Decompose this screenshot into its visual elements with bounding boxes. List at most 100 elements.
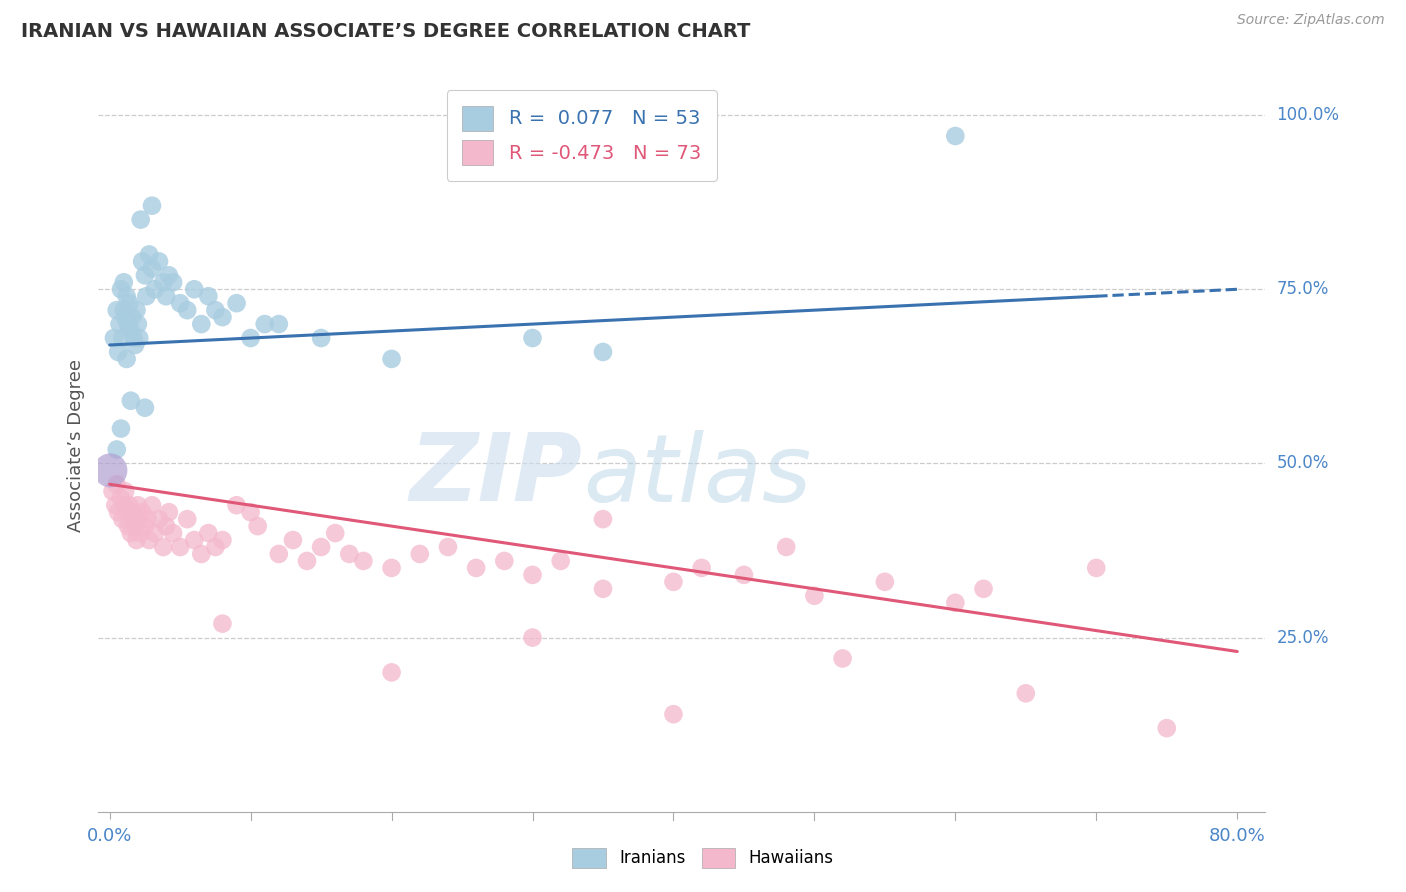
Point: [803, 589, 825, 603]
Point: [662, 707, 685, 722]
Point: [323, 526, 346, 541]
Legend: R =  0.077   N = 53, R = -0.473   N = 73: R = 0.077 N = 53, R = -0.473 N = 73: [447, 90, 717, 181]
Point: [197, 289, 219, 303]
Point: [211, 616, 233, 631]
Point: [141, 498, 163, 512]
Point: [190, 547, 212, 561]
Point: [592, 512, 614, 526]
Point: [169, 540, 191, 554]
Point: [127, 317, 149, 331]
Point: [107, 345, 129, 359]
Text: IRANIAN VS HAWAIIAN ASSOCIATE’S DEGREE CORRELATION CHART: IRANIAN VS HAWAIIAN ASSOCIATE’S DEGREE C…: [21, 22, 751, 41]
Point: [831, 651, 853, 665]
Point: [522, 331, 544, 345]
Point: [522, 631, 544, 645]
Point: [110, 491, 132, 506]
Point: [337, 547, 360, 561]
Point: [183, 282, 205, 296]
Text: Source: ZipAtlas.com: Source: ZipAtlas.com: [1237, 13, 1385, 28]
Point: [121, 512, 143, 526]
Point: [117, 317, 139, 331]
Point: [128, 512, 150, 526]
Point: [129, 212, 152, 227]
Point: [662, 574, 685, 589]
Point: [152, 540, 174, 554]
Point: [204, 303, 226, 318]
Point: [1015, 686, 1038, 700]
Point: [225, 296, 247, 310]
Point: [118, 296, 141, 310]
Point: [110, 421, 132, 435]
Point: [112, 303, 135, 318]
Point: [352, 554, 374, 568]
Text: ZIP: ZIP: [409, 429, 582, 521]
Point: [112, 498, 135, 512]
Point: [105, 303, 128, 318]
Point: [101, 484, 124, 499]
Point: [120, 393, 142, 408]
Point: [197, 526, 219, 541]
Point: [211, 310, 233, 325]
Point: [381, 351, 404, 366]
Point: [204, 540, 226, 554]
Point: [115, 505, 138, 519]
Point: [295, 554, 318, 568]
Point: [110, 282, 132, 296]
Point: [157, 505, 180, 519]
Point: [108, 317, 131, 331]
Point: [111, 512, 134, 526]
Point: [120, 324, 142, 338]
Point: [239, 505, 262, 519]
Point: [138, 247, 160, 261]
Point: [267, 317, 290, 331]
Point: [120, 526, 142, 541]
Point: [943, 128, 966, 143]
Point: [225, 498, 247, 512]
Point: [141, 199, 163, 213]
Point: [176, 512, 198, 526]
Point: [117, 519, 139, 533]
Point: [690, 561, 713, 575]
Point: [155, 519, 177, 533]
Point: [107, 505, 129, 519]
Point: [522, 567, 544, 582]
Point: [114, 310, 136, 325]
Point: [122, 505, 145, 519]
Point: [104, 498, 127, 512]
Point: [143, 526, 166, 541]
Point: [183, 533, 205, 547]
Point: [111, 331, 134, 345]
Point: [148, 254, 170, 268]
Text: 75.0%: 75.0%: [1277, 280, 1329, 298]
Point: [122, 331, 145, 345]
Point: [135, 289, 157, 303]
Point: [136, 512, 159, 526]
Point: [127, 498, 149, 512]
Legend: Iranians, Hawaiians: Iranians, Hawaiians: [565, 841, 841, 875]
Point: [550, 554, 572, 568]
Point: [381, 665, 404, 680]
Y-axis label: Associate’s Degree: Associate’s Degree: [66, 359, 84, 533]
Text: 100.0%: 100.0%: [1277, 106, 1340, 124]
Point: [125, 533, 148, 547]
Point: [134, 401, 156, 415]
Text: 50.0%: 50.0%: [1277, 454, 1329, 473]
Point: [733, 567, 755, 582]
Point: [775, 540, 797, 554]
Point: [437, 540, 460, 554]
Point: [118, 498, 141, 512]
Point: [152, 275, 174, 289]
Text: 25.0%: 25.0%: [1277, 629, 1329, 647]
Point: [138, 533, 160, 547]
Point: [128, 331, 150, 345]
Point: [114, 484, 136, 499]
Point: [115, 351, 138, 366]
Point: [211, 533, 233, 547]
Point: [1156, 721, 1178, 735]
Point: [112, 275, 135, 289]
Point: [131, 254, 153, 268]
Point: [148, 512, 170, 526]
Point: [409, 547, 432, 561]
Point: [592, 582, 614, 596]
Point: [246, 519, 269, 533]
